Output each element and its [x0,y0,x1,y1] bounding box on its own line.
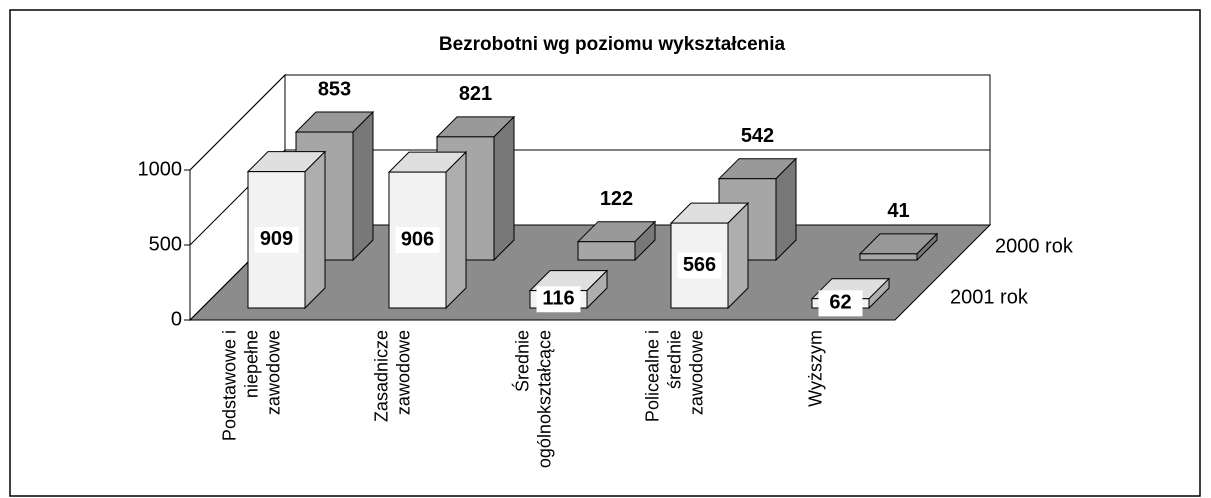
x-tick-label: Policealne i [642,330,662,422]
bar-front [577,241,636,261]
bar-side [352,110,374,262]
data-label: 62 [829,292,851,314]
data-label-bg [818,290,863,317]
y-tick-label: 500 [149,233,182,255]
data-label: 122 [600,188,633,210]
x-tick-label: średnie [664,330,684,389]
bar [576,220,657,262]
chart-title: Bezrobotni wg poziomu wykształcenia [439,34,786,55]
data-label: 542 [741,125,774,147]
y-tick-label: 1000 [138,158,183,180]
data-label: 853 [318,78,351,100]
data-label: 909 [260,228,293,250]
bar-side [493,115,515,262]
data-label: 116 [542,288,574,310]
series-label: 2001 rok [950,286,1029,308]
grid-line [189,74,990,171]
x-tick-label: Zasadnicze [371,330,391,422]
y-tick-label: 0 [171,308,182,330]
x-tick-label: ogólnokształcące [534,330,554,468]
x-tick-label: Wyższym [805,330,825,407]
data-label-bg [536,286,581,313]
bar-side [304,150,326,310]
data-label-bg [677,252,722,279]
data-label: 821 [459,83,492,105]
bar-front [859,253,918,261]
x-tick-label: zawodowe [263,330,283,415]
x-tick-label: zawodowe [393,330,413,415]
x-tick-label: Podstawowe i [219,330,239,441]
grid-line [189,149,990,246]
series-label: 2000 rok [995,235,1074,257]
bar [858,232,939,262]
x-tick-label: niepełne [241,330,261,398]
x-tick-label: zawodowe [686,330,706,415]
data-label-bg [395,227,440,254]
x-tick-label: Średnie [511,330,532,392]
bar-side [445,150,467,310]
data-label-bg [254,226,299,253]
data-label: 41 [887,200,909,222]
data-label: 906 [401,228,434,250]
bar [717,157,798,262]
data-label: 566 [683,254,716,276]
